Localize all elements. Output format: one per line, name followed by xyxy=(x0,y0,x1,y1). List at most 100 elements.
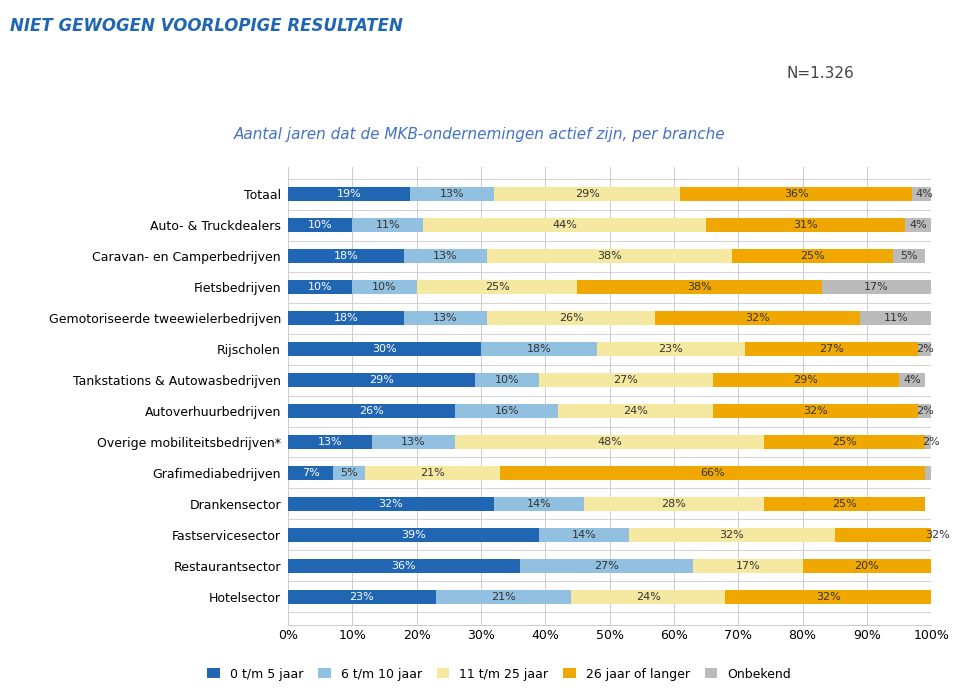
Text: 10%: 10% xyxy=(308,282,332,292)
Text: 11%: 11% xyxy=(883,313,908,323)
Text: 32%: 32% xyxy=(925,530,950,540)
Bar xyxy=(597,342,745,356)
Bar xyxy=(474,373,539,387)
Text: 13%: 13% xyxy=(433,251,458,261)
Bar xyxy=(288,187,410,201)
Bar xyxy=(539,373,712,387)
Text: 2%: 2% xyxy=(916,406,934,416)
Bar xyxy=(288,311,404,325)
Bar xyxy=(693,559,803,573)
Text: 25%: 25% xyxy=(800,251,825,261)
Text: 38%: 38% xyxy=(687,282,712,292)
Text: 5%: 5% xyxy=(900,251,918,261)
Bar xyxy=(436,590,571,604)
Text: 27%: 27% xyxy=(594,561,619,571)
Bar xyxy=(352,219,423,232)
Bar xyxy=(655,311,860,325)
Text: 18%: 18% xyxy=(333,313,358,323)
Text: 25%: 25% xyxy=(485,282,510,292)
Text: 29%: 29% xyxy=(369,375,394,385)
Text: 4%: 4% xyxy=(903,375,921,385)
Bar xyxy=(288,559,519,573)
Text: 48%: 48% xyxy=(597,437,622,447)
Bar xyxy=(404,311,488,325)
Text: 5%: 5% xyxy=(340,468,358,478)
Text: 21%: 21% xyxy=(420,468,445,478)
Text: 28%: 28% xyxy=(661,499,686,509)
Text: 23%: 23% xyxy=(659,344,684,354)
Bar xyxy=(822,280,931,294)
Bar xyxy=(899,373,924,387)
Text: 24%: 24% xyxy=(623,406,648,416)
Text: 29%: 29% xyxy=(793,375,818,385)
Bar xyxy=(288,280,352,294)
Bar xyxy=(905,219,931,232)
Text: 13%: 13% xyxy=(318,437,342,447)
Bar xyxy=(333,466,365,480)
Bar xyxy=(571,590,726,604)
Text: 13%: 13% xyxy=(433,313,458,323)
Text: 23%: 23% xyxy=(349,592,374,602)
Bar xyxy=(558,404,712,418)
Text: 29%: 29% xyxy=(575,189,600,199)
Text: 27%: 27% xyxy=(819,344,844,354)
Text: 30%: 30% xyxy=(372,344,396,354)
Bar xyxy=(712,373,899,387)
Bar xyxy=(712,404,919,418)
Bar xyxy=(732,249,893,263)
Text: 17%: 17% xyxy=(864,282,889,292)
Bar xyxy=(288,373,474,387)
Text: NIET GEWOGEN VOORLOPIGE RESULTATEN: NIET GEWOGEN VOORLOPIGE RESULTATEN xyxy=(10,17,402,35)
Text: 36%: 36% xyxy=(392,561,416,571)
Text: N=1.326: N=1.326 xyxy=(787,66,854,81)
Bar xyxy=(681,187,912,201)
Text: 17%: 17% xyxy=(735,561,760,571)
Bar xyxy=(834,528,960,542)
Text: 66%: 66% xyxy=(700,468,725,478)
Text: 14%: 14% xyxy=(571,530,596,540)
Text: Aantal jaren dat de MKB-ondernemingen actief zijn, per branche: Aantal jaren dat de MKB-ondernemingen ac… xyxy=(234,127,726,142)
Bar xyxy=(423,219,706,232)
Text: 26%: 26% xyxy=(359,406,384,416)
Text: 39%: 39% xyxy=(401,530,426,540)
Bar xyxy=(288,249,404,263)
Bar xyxy=(924,466,931,480)
Bar xyxy=(365,466,500,480)
Text: 32%: 32% xyxy=(816,592,841,602)
Text: 2%: 2% xyxy=(916,344,934,354)
Bar xyxy=(726,590,931,604)
Bar xyxy=(288,466,333,480)
Bar xyxy=(493,187,681,201)
Bar xyxy=(404,249,488,263)
Legend: 0 t/m 5 jaar, 6 t/m 10 jaar, 11 t/m 25 jaar, 26 jaar of langer, Onbekend: 0 t/m 5 jaar, 6 t/m 10 jaar, 11 t/m 25 j… xyxy=(207,668,791,681)
Bar xyxy=(288,342,481,356)
Text: 10%: 10% xyxy=(308,220,332,230)
Bar xyxy=(455,435,764,449)
Text: 2%: 2% xyxy=(923,437,940,447)
Bar xyxy=(288,528,539,542)
Bar xyxy=(288,219,352,232)
Bar xyxy=(912,187,938,201)
Bar xyxy=(893,249,924,263)
Text: 36%: 36% xyxy=(783,189,808,199)
Bar xyxy=(288,435,372,449)
Bar xyxy=(493,497,584,511)
Text: 13%: 13% xyxy=(440,189,465,199)
Bar xyxy=(519,559,693,573)
Text: 31%: 31% xyxy=(794,220,818,230)
Text: 18%: 18% xyxy=(526,344,551,354)
Bar xyxy=(578,280,822,294)
Bar xyxy=(500,466,924,480)
Bar xyxy=(288,404,455,418)
Text: 32%: 32% xyxy=(378,499,403,509)
Text: 16%: 16% xyxy=(494,406,519,416)
Text: 7%: 7% xyxy=(301,468,320,478)
Bar xyxy=(417,280,577,294)
Text: 20%: 20% xyxy=(854,561,879,571)
Text: 24%: 24% xyxy=(636,592,660,602)
Text: 32%: 32% xyxy=(719,530,744,540)
Bar xyxy=(919,342,931,356)
Bar xyxy=(352,280,417,294)
Bar xyxy=(919,404,931,418)
Text: 14%: 14% xyxy=(526,499,551,509)
